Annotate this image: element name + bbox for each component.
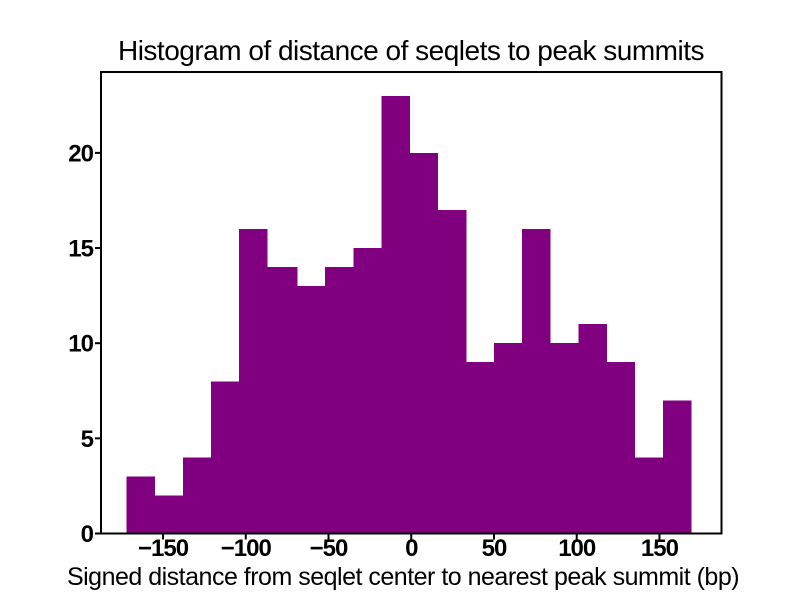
bars-group — [126, 95, 692, 534]
x-tick-label: −50 — [310, 535, 348, 562]
histogram-bar — [634, 457, 664, 534]
histogram-bar — [297, 286, 326, 534]
histogram-bar — [325, 267, 354, 534]
y-tick-label: 20 — [68, 140, 93, 167]
axes-group: −150 −100 −50 0 50 100 150 0 5 10 15 20 — [68, 71, 723, 562]
histogram-bar — [239, 229, 268, 534]
y-tick-label: 5 — [81, 426, 94, 453]
histogram-bar — [465, 362, 495, 534]
histogram-bar — [437, 209, 467, 534]
x-axis-label: Signed distance from seqlet center to ne… — [67, 563, 739, 591]
histogram-bar — [662, 400, 692, 534]
chart-title: Histogram of distance of seqlets to peak… — [118, 35, 704, 66]
histogram-bar — [578, 324, 607, 534]
histogram-bar — [409, 152, 439, 534]
plot-border — [100, 71, 723, 535]
histogram-bar — [493, 343, 523, 534]
y-tick-label: 0 — [81, 521, 94, 548]
histogram-bar — [550, 343, 579, 534]
histogram-bar — [353, 248, 382, 534]
x-tick-label: 100 — [558, 535, 596, 562]
histogram-bar — [182, 457, 212, 534]
x-tick-label: 150 — [641, 535, 679, 562]
histogram-bar — [211, 381, 240, 534]
histogram-bar — [154, 495, 184, 534]
x-tick-label: −100 — [221, 535, 272, 562]
x-tick-label: 0 — [405, 535, 418, 562]
x-tick-label: −150 — [138, 535, 189, 562]
y-tick-label: 15 — [68, 236, 93, 263]
histogram-bar — [267, 267, 298, 534]
histogram-bar — [381, 95, 410, 534]
histogram-bar — [522, 229, 551, 534]
histogram-bar — [126, 476, 156, 534]
histogram-bar — [606, 362, 636, 534]
y-tick-label: 10 — [68, 331, 93, 358]
x-tick-label: 50 — [482, 535, 507, 562]
